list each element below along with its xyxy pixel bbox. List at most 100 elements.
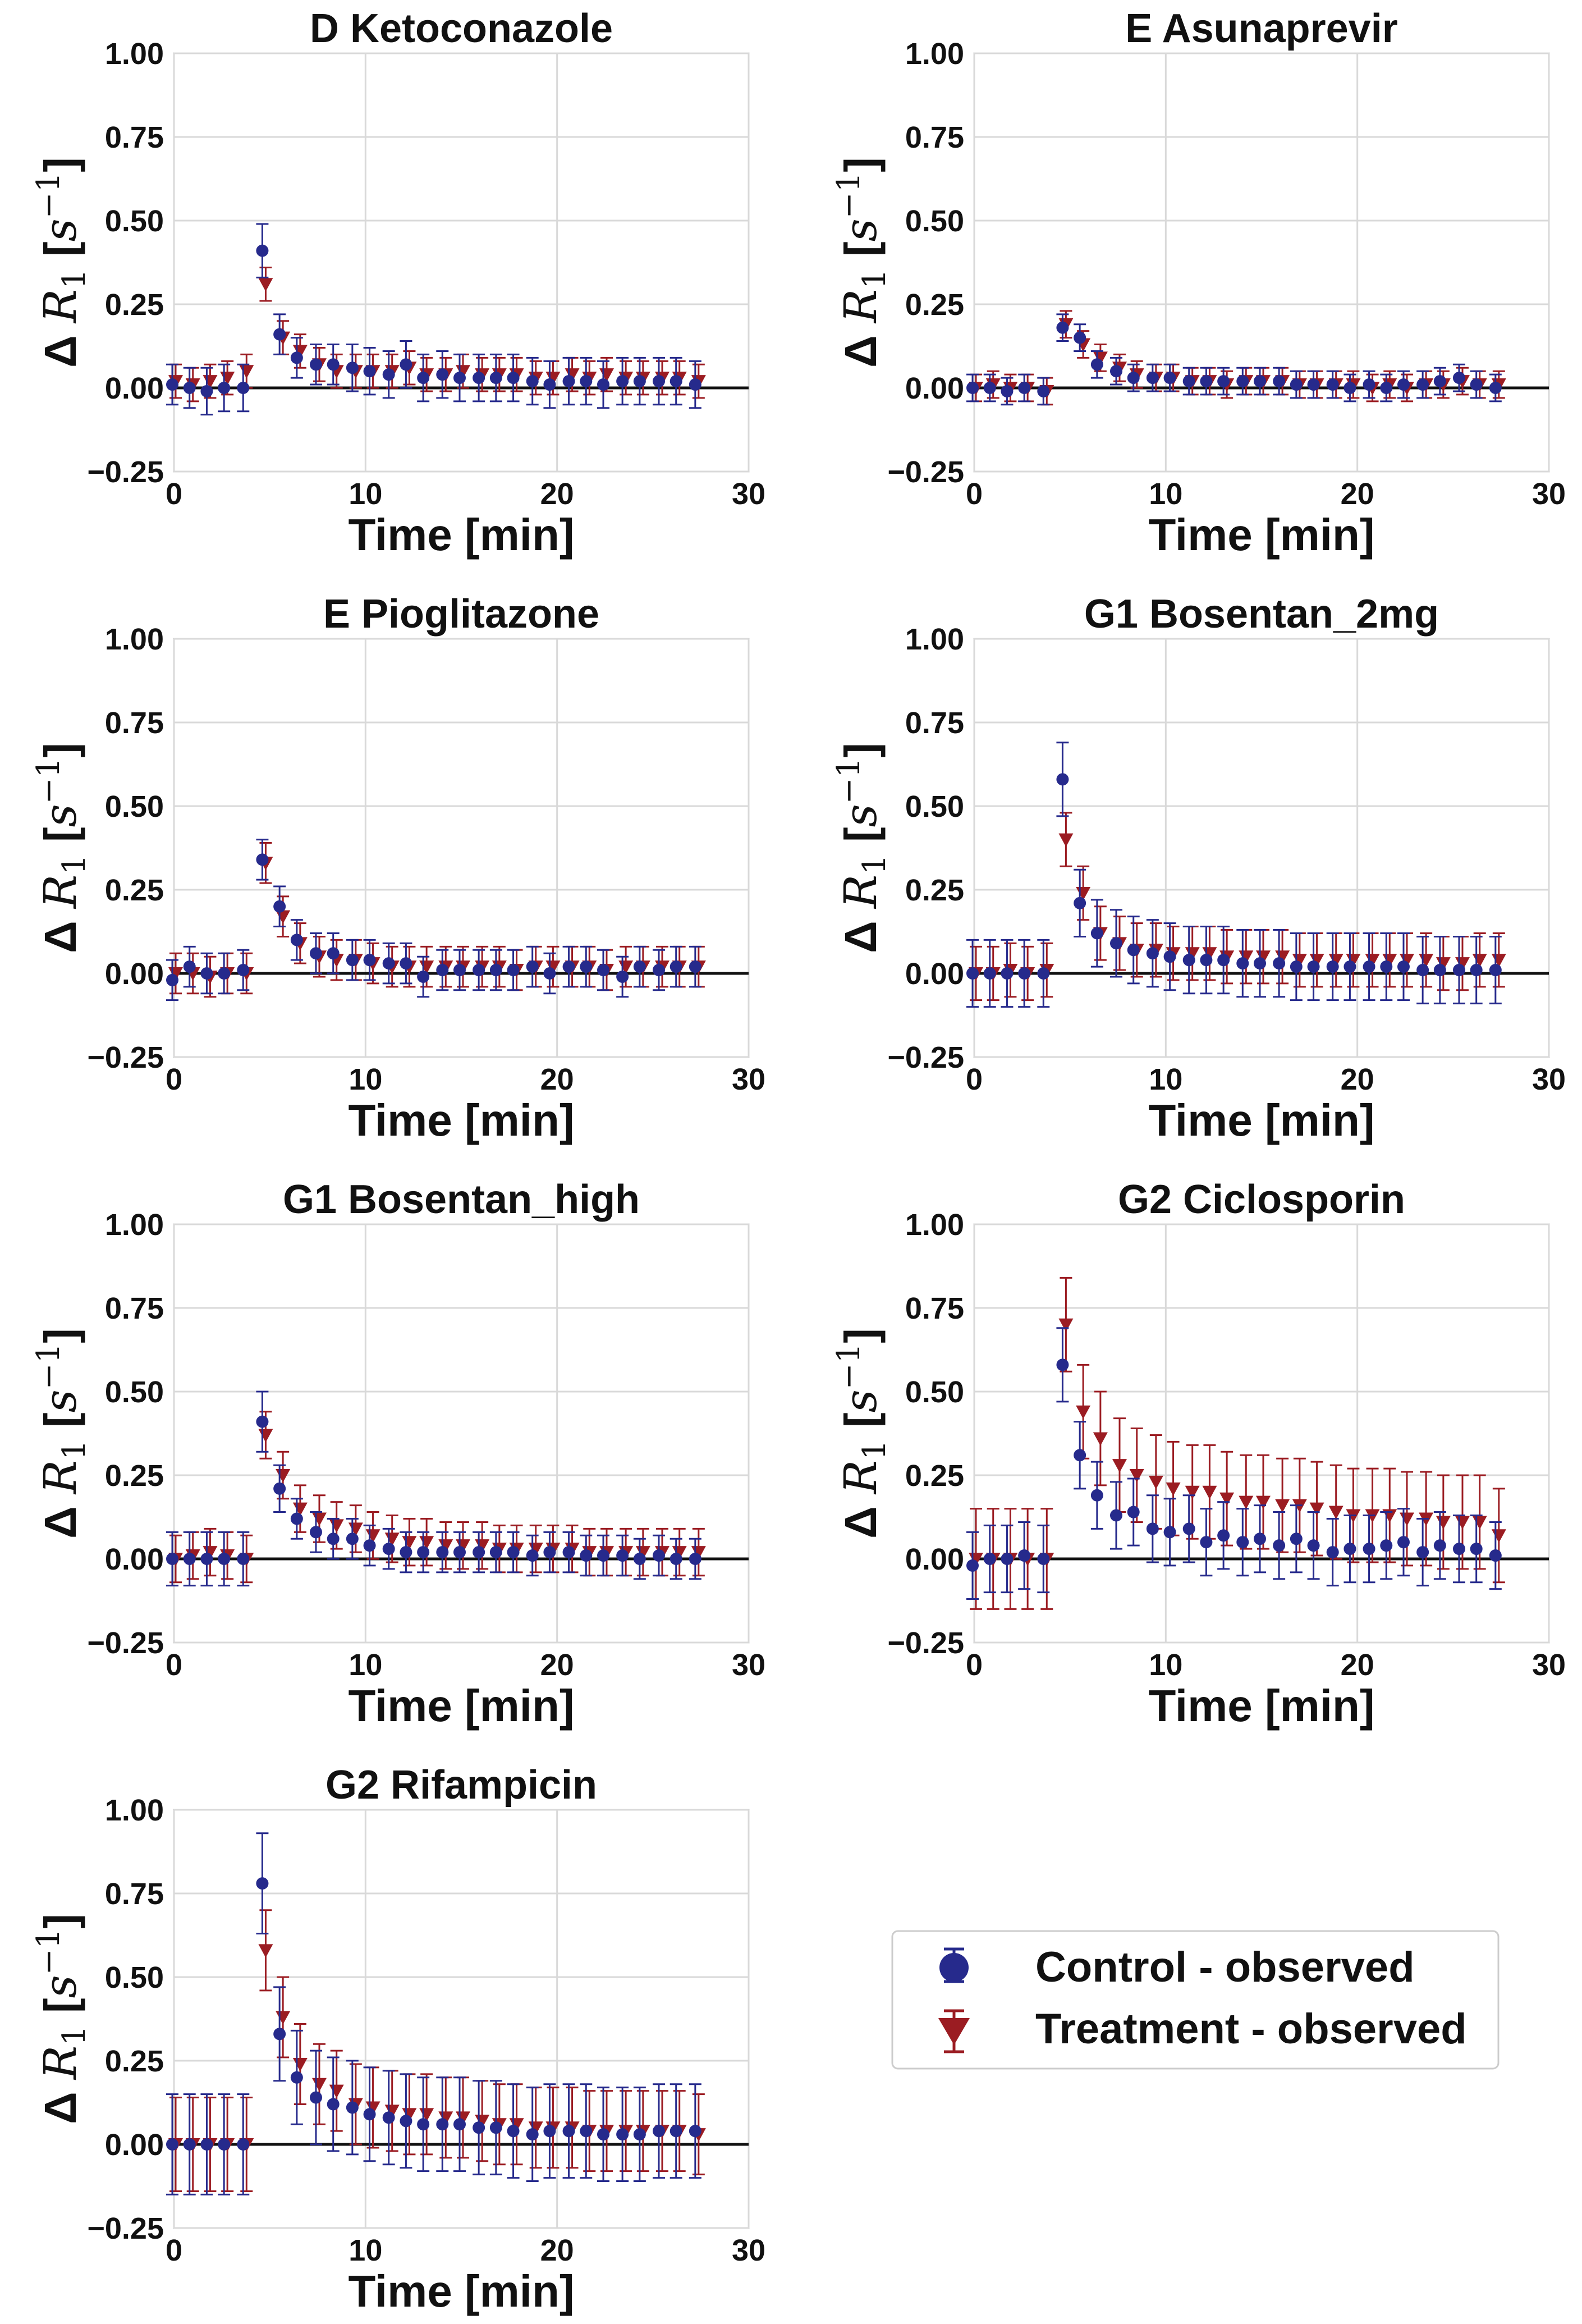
x-tick-label: 10 <box>1149 477 1182 511</box>
data-point <box>1489 382 1502 394</box>
data-point <box>400 957 412 970</box>
data-point <box>1202 1485 1217 1499</box>
data-point <box>166 973 178 986</box>
y-tick-label: 0.75 <box>105 1292 164 1325</box>
data-point <box>1290 960 1303 973</box>
data-point <box>1163 1526 1176 1539</box>
data-point <box>363 2108 376 2121</box>
data-point <box>436 1546 449 1559</box>
y-axis-label: Δ R1 [s−1] <box>30 743 93 953</box>
data-point <box>1470 378 1483 391</box>
y-tick-label: 1.00 <box>105 37 164 71</box>
data-point <box>580 375 593 388</box>
data-point <box>382 368 395 381</box>
data-point <box>689 378 701 391</box>
data-point <box>453 1546 466 1559</box>
x-tick-label: 20 <box>540 2234 574 2267</box>
data-point <box>417 2118 430 2131</box>
data-point <box>290 351 303 364</box>
y-tick-label: 0.50 <box>105 1375 164 1409</box>
y-axis-label: Δ R1 [s−1] <box>30 1914 93 2124</box>
chart-panel: −0.25 0.00 0.25 0.50 0.75 1.00 0 10 20 30 D Ketoco… <box>30 6 765 560</box>
data-point <box>1470 1543 1483 1556</box>
data-point <box>1307 1539 1320 1552</box>
data-point <box>1326 378 1339 391</box>
data-point <box>1217 1529 1230 1542</box>
y-tick-label: 0.25 <box>105 288 164 322</box>
data-point <box>983 382 996 394</box>
data-point <box>1127 944 1140 957</box>
y-tick-label: 0.75 <box>905 706 964 740</box>
data-point <box>1452 1543 1465 1556</box>
data-point <box>670 2125 682 2138</box>
legend-treatment-label: Treatment - observed <box>1035 2005 1467 2053</box>
data-point <box>1452 964 1465 977</box>
data-point <box>526 375 539 388</box>
data-point <box>489 964 502 977</box>
data-point <box>1416 964 1429 977</box>
y-tick-label: 0.75 <box>905 1292 964 1325</box>
x-tick-label: 0 <box>966 1063 983 1096</box>
plot-frame <box>973 638 1550 1058</box>
data-point <box>453 372 466 385</box>
data-point <box>1056 321 1069 334</box>
data-point <box>1343 960 1356 973</box>
legend-treatment-marker <box>938 2009 970 2053</box>
x-tick-label: 10 <box>349 2234 382 2267</box>
data-point <box>507 964 520 977</box>
data-point <box>1146 947 1159 960</box>
data-point <box>489 1546 502 1559</box>
data-point <box>417 970 430 983</box>
data-point <box>327 358 340 371</box>
data-point <box>507 1546 520 1559</box>
data-point <box>382 1543 395 1556</box>
data-point <box>507 372 520 385</box>
data-point <box>1185 1485 1200 1499</box>
data-point <box>346 362 359 374</box>
x-tick-label: 0 <box>166 477 182 511</box>
data-point <box>1236 1536 1249 1549</box>
data-point <box>1110 937 1122 950</box>
y-tick-label: −0.25 <box>87 1041 164 1074</box>
x-tick-label: 20 <box>540 1063 574 1096</box>
data-point <box>1326 960 1339 973</box>
data-point <box>633 1553 646 1565</box>
data-point <box>652 1549 665 1562</box>
y-tick-label: 0.00 <box>105 1543 164 1576</box>
data-point <box>562 375 575 388</box>
data-point <box>1397 960 1410 973</box>
y-tick-label: 0.75 <box>905 121 964 154</box>
y-tick-label: 1.00 <box>905 1208 964 1242</box>
data-point <box>256 244 269 257</box>
data-point <box>1380 382 1393 394</box>
data-point <box>633 2128 646 2141</box>
y-tick-label: 0.75 <box>105 706 164 740</box>
y-tick-label: 1.00 <box>905 37 964 71</box>
data-point <box>290 934 303 946</box>
data-point <box>183 2138 196 2151</box>
data-point <box>1127 1506 1140 1518</box>
x-tick-label: 0 <box>166 2234 182 2267</box>
data-point <box>1110 365 1122 378</box>
data-point <box>652 2125 665 2138</box>
data-point <box>562 960 575 973</box>
data-point <box>616 375 629 388</box>
data-point <box>597 964 609 977</box>
data-point <box>218 2138 231 2151</box>
data-point <box>1037 385 1050 397</box>
data-point <box>1056 773 1069 786</box>
x-axis-label: Time [min] <box>1148 510 1374 560</box>
data-point <box>200 385 213 397</box>
x-tick-label: 30 <box>1532 1063 1566 1096</box>
x-tick-label: 30 <box>1532 1648 1566 1682</box>
data-point <box>327 947 340 960</box>
legend-frame <box>891 1930 1500 2070</box>
control-series <box>966 313 1502 406</box>
data-point <box>346 954 359 967</box>
data-point <box>966 967 979 980</box>
data-point <box>1127 372 1140 385</box>
data-point <box>1363 960 1375 973</box>
x-tick-label: 0 <box>966 477 983 511</box>
x-tick-label: 20 <box>1341 1063 1374 1096</box>
data-point <box>1074 896 1086 909</box>
